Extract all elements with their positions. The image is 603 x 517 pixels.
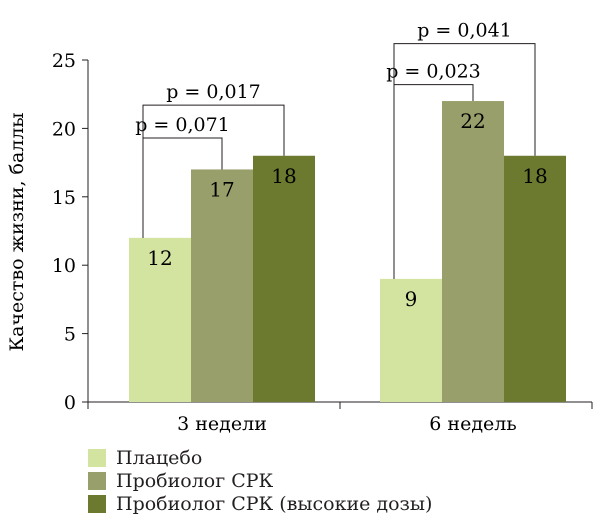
- bar-value-label: 9: [405, 287, 418, 311]
- bar-value-label: 18: [522, 164, 547, 188]
- p-value-label: p = 0,071: [135, 114, 230, 136]
- bar-value-label: 22: [460, 109, 485, 133]
- legend: Плацебо Пробиолог СРК Пробиолог СРК (высок…: [88, 446, 432, 515]
- p-value-label: p = 0,023: [386, 61, 481, 83]
- x-tick-label: 3 недели: [177, 413, 267, 435]
- bar: [504, 155, 566, 402]
- p-value-label: p = 0,041: [417, 20, 512, 42]
- legend-item: Пробиолог СРК (высокие дозы): [88, 492, 432, 515]
- bar: [380, 278, 442, 402]
- bar-value-label: 17: [209, 177, 234, 201]
- legend-item: Плацебо: [88, 446, 432, 469]
- legend-label: Пробиолог СРК: [116, 469, 274, 492]
- bars: 12 9 17 22 18 18: [129, 101, 566, 402]
- bar: [129, 237, 191, 402]
- p-value-label: p = 0,017: [166, 81, 261, 103]
- significance-bracket: [142, 104, 285, 238]
- significance-brackets: p = 0,071 p = 0,017 p = 0,023 p = 0,041: [135, 20, 536, 279]
- y-tick-label: 10: [52, 255, 76, 277]
- bar: [253, 155, 315, 402]
- x-tick-label: 6 недель: [429, 413, 516, 435]
- y-axis-label: Качество жизни, баллы: [6, 112, 28, 351]
- bar: [442, 101, 504, 402]
- y-tick-label: 20: [52, 118, 76, 140]
- legend-swatch: [88, 448, 106, 467]
- significance-bracket: [393, 43, 536, 279]
- legend-label: Плацебо: [116, 446, 203, 469]
- legend-item: Пробиолог СРК: [88, 469, 432, 492]
- bar-value-label: 18: [271, 164, 296, 188]
- x-axis: 3 недели 6 недель: [87, 401, 593, 435]
- bar: [191, 169, 253, 402]
- legend-label: Пробиолог СРК (высокие дозы): [116, 492, 433, 515]
- y-tick-label: 5: [64, 324, 76, 346]
- y-tick-label: 15: [52, 187, 76, 209]
- legend-swatch: [88, 471, 106, 490]
- legend-swatch: [88, 494, 106, 513]
- y-tick-label: 0: [64, 392, 76, 414]
- y-tick-label: 25: [52, 50, 76, 72]
- bar-value-label: 12: [147, 246, 172, 270]
- y-axis: 0 5 10 15 20 25: [52, 50, 89, 414]
